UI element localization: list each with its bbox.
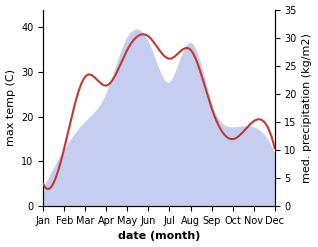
Y-axis label: max temp (C): max temp (C) [5, 69, 16, 146]
X-axis label: date (month): date (month) [118, 231, 200, 242]
Y-axis label: med. precipitation (kg/m2): med. precipitation (kg/m2) [302, 33, 313, 183]
